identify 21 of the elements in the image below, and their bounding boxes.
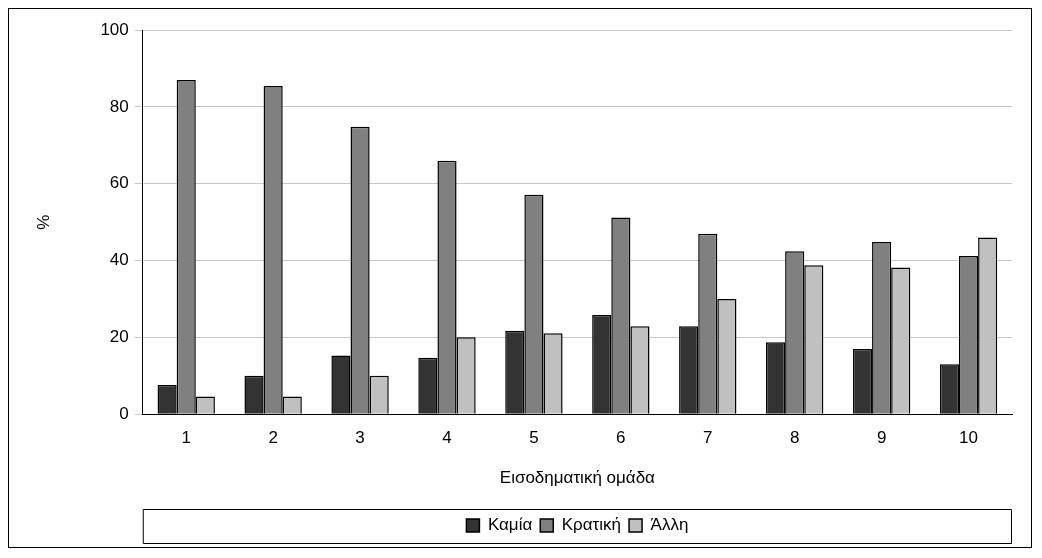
- x-axis-title: Εισοδηματική ομάδα: [499, 468, 656, 488]
- x-tick-label: 4: [442, 428, 452, 448]
- x-tick-label: 7: [703, 428, 713, 448]
- legend-label: Καμία: [487, 515, 533, 535]
- y-axis-title: %: [33, 214, 53, 230]
- y-tick-label: 20: [109, 327, 129, 347]
- y-tick-label: 100: [100, 19, 129, 39]
- y-tick-label: 40: [109, 250, 129, 270]
- x-tick-label: 9: [876, 428, 887, 448]
- y-tick-label: 60: [109, 173, 129, 193]
- legend-label: Άλλη: [650, 515, 689, 535]
- y-tick-label: 80: [109, 96, 129, 116]
- x-tick-label: 5: [529, 428, 539, 448]
- x-tick-label: 3: [355, 428, 365, 448]
- x-tick-label: 8: [789, 428, 800, 448]
- x-tick-label: 10: [959, 428, 978, 448]
- x-tick-label: 2: [268, 428, 278, 448]
- y-tick-label: 0: [119, 403, 129, 423]
- legend-label: Κρατική: [561, 515, 622, 535]
- x-tick-label: 1: [181, 428, 191, 448]
- x-tick-label: 6: [616, 428, 626, 448]
